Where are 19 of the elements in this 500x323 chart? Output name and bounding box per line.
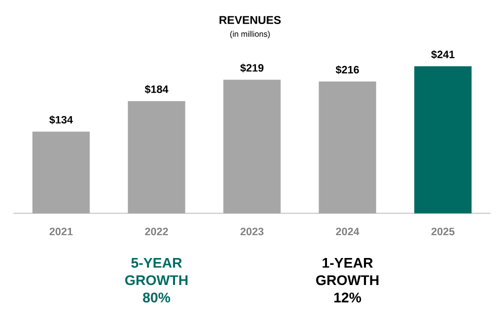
x-tick-label: 2021 <box>50 228 73 236</box>
bar <box>223 80 281 214</box>
data-label: $184 <box>144 85 168 94</box>
x-tick-label: 2025 <box>431 228 454 236</box>
text: 1-YEAR GROWTH 12% <box>316 258 378 303</box>
bar <box>318 82 376 214</box>
x-tick-label: 2024 <box>336 228 360 236</box>
bar <box>128 101 186 214</box>
text: 5-YEAR GROWTH 80% <box>125 258 188 303</box>
x-tick-label: 2022 <box>145 228 168 236</box>
data-label: $134 <box>49 116 73 124</box>
x-tick-label: 2023 <box>240 228 264 236</box>
bar <box>414 66 472 214</box>
data-label: $216 <box>336 66 359 74</box>
data-label: $219 <box>240 64 264 73</box>
chart-subtitle: (in millions) <box>230 31 270 39</box>
bar <box>32 132 90 214</box>
data-label: $241 <box>431 50 454 60</box>
chart-title: REVENUES <box>220 16 281 24</box>
